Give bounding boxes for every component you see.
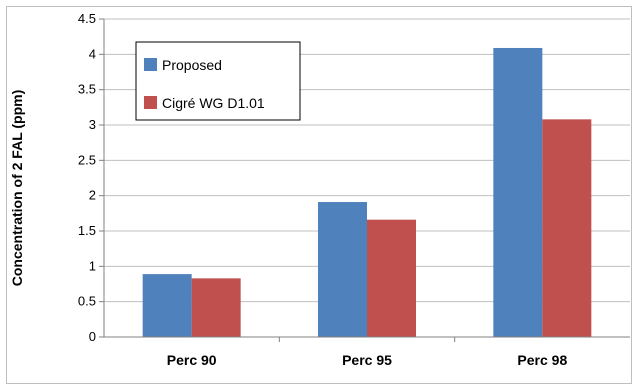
y-tick-label: 2 <box>89 188 96 203</box>
y-tick-label: 4 <box>89 46 96 61</box>
y-tick-label: 3.5 <box>78 82 96 97</box>
legend-swatch <box>144 58 157 71</box>
bars <box>142 47 592 338</box>
y-tick-label: 1.5 <box>78 223 96 238</box>
y-axis-title: Concentration of 2 FAL (ppm) <box>9 90 25 287</box>
bar-cigre-perc-90 <box>191 278 241 337</box>
y-tick-label: 3 <box>89 117 96 132</box>
y-tick-label: 0.5 <box>78 294 96 309</box>
legend: Proposed Cigré WG D1.01 <box>135 41 301 121</box>
bar-cigre-perc-98 <box>542 119 592 337</box>
y-tick-label: 0 <box>89 329 96 344</box>
y-tick-label: 4.5 <box>78 11 96 26</box>
y-tick-label: 1 <box>89 258 96 273</box>
tick-labels: 0 0.5 1 1.5 2 2.5 3 3.5 4 4.5 Perc 90 Perc 95 Perc 9… <box>78 11 568 368</box>
y-tick-label: 2.5 <box>78 152 96 167</box>
bar-proposed-perc-95 <box>318 202 367 337</box>
bar-proposed-perc-98 <box>493 47 543 338</box>
bar-cigre-perc-95 <box>367 219 416 337</box>
legend-swatch <box>144 96 157 109</box>
axes <box>99 18 630 342</box>
legend-label: Proposed <box>162 57 222 73</box>
legend-label: Cigré WG D1.01 <box>162 95 265 111</box>
x-tick-label: Perc 98 <box>517 352 567 368</box>
bar-proposed-perc-90 <box>142 274 192 337</box>
x-tick-label: Perc 90 <box>167 352 217 368</box>
x-tick-label: Perc 95 <box>342 352 392 368</box>
legend-box <box>135 41 301 121</box>
